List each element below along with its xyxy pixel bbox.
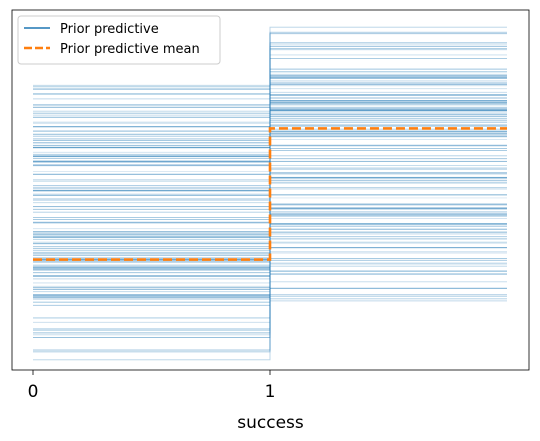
prior-predictive-draw <box>33 133 507 240</box>
prior-predictive-draw <box>33 100 507 271</box>
prior-predictive-draw <box>33 160 507 210</box>
legend-label-prior-predictive: Prior predictive <box>60 22 159 37</box>
prior-predictive-draw <box>33 164 507 206</box>
plot-frame <box>11 9 530 371</box>
prior-predictive-draw <box>33 99 507 271</box>
x-axis-label: success <box>237 413 304 433</box>
prior-predictive-draw <box>33 113 507 256</box>
prior-predictive-draw <box>33 130 507 243</box>
prior-predictive-draw <box>33 161 507 209</box>
x-tick-label: 1 <box>265 382 276 402</box>
prior-predictive-draw <box>33 82 507 290</box>
prior-predictive-draw <box>33 154 507 216</box>
prior-predictive-draw <box>33 113 507 256</box>
prior-predictive-draw <box>33 133 507 240</box>
prior-predictive-draw <box>33 102 507 269</box>
prior-predictive-draw <box>33 97 507 274</box>
prior-predictive-draw <box>33 130 507 244</box>
prior-predictive-draw <box>33 106 507 264</box>
prior-predictive-draw <box>33 104 507 266</box>
prior-predictive-draw <box>33 75 507 299</box>
prior-predictive-draw <box>33 88 507 284</box>
prior-predictive-draw <box>33 165 507 205</box>
prior-predictive-draw <box>33 91 507 280</box>
prior-predictive-draw <box>33 146 507 225</box>
prior-predictive-draw <box>33 84 507 289</box>
prior-predictive-draw <box>33 85 507 287</box>
prior-predictive-draw <box>33 94 507 277</box>
prior-predictive-draw <box>33 82 507 290</box>
prior-predictive-draw <box>33 147 507 225</box>
prior-predictive-draw <box>33 77 507 296</box>
prior-predictive-draw <box>33 93 507 277</box>
prior-predictive-draw <box>33 164 507 206</box>
prior-predictive-draw <box>33 112 507 265</box>
prior-predictive-draw <box>33 73 507 300</box>
prior-predictive-draw <box>33 68 507 306</box>
prior-predictive-draw <box>33 101 507 270</box>
prior-predictive-draw <box>33 71 507 303</box>
prior-predictive-mean-line <box>33 127 507 261</box>
prior-predictive-draw <box>33 117 507 252</box>
prior-predictive-draw <box>33 126 507 248</box>
prior-predictive-draw <box>33 76 507 297</box>
prior-predictive-draw <box>33 126 507 249</box>
prior-predictive-draw <box>33 77 507 296</box>
legend-box <box>17 15 221 65</box>
prior-predictive-draw <box>33 144 507 227</box>
prior-predictive-draw <box>33 113 507 264</box>
prior-predictive-draw <box>33 71 507 303</box>
prior-predictive-draw <box>33 139 507 233</box>
prior-predictive-draw <box>33 145 507 227</box>
prior-predictive-draw <box>33 76 507 297</box>
prior-predictive-draw <box>33 156 507 215</box>
prior-predictive-draw <box>33 170 507 199</box>
prior-predictive-draw <box>33 146 507 225</box>
prior-predictive-draw <box>33 161 507 209</box>
prior-predictive-draw <box>33 80 507 293</box>
prior-predictive-draw <box>33 135 507 238</box>
prior-predictive-draw <box>33 103 507 267</box>
prior-predictive-draw <box>33 173 507 196</box>
prior-predictive-draw <box>33 94 507 276</box>
prior-predictive-draw <box>33 122 507 253</box>
prior-predictive-draw <box>33 142 507 230</box>
prior-predictive-draw <box>33 157 507 213</box>
prior-predictive-draw <box>33 139 507 233</box>
prior-predictive-draw <box>33 108 507 262</box>
prior-predictive-draw <box>33 101 507 269</box>
prior-predictive-draw <box>33 107 507 263</box>
prior-predictive-draw <box>33 84 507 288</box>
prior-predictive-draw <box>33 151 507 220</box>
prior-predictive-draw <box>33 142 507 230</box>
prior-predictive-draw <box>33 102 507 268</box>
prior-predictive-draw <box>33 115 507 254</box>
prior-predictive-draw <box>33 161 507 209</box>
prior-predictive-draw <box>33 58 507 319</box>
prior-predictive-draw <box>33 153 507 217</box>
prior-predictive-mean-step <box>33 127 507 261</box>
prior-predictive-draw <box>33 138 507 235</box>
prior-predictive-draw <box>33 173 507 196</box>
legend: Prior predictive Prior predictive mean <box>17 15 221 65</box>
prior-predictive-draw <box>33 121 507 254</box>
prior-predictive-draw <box>33 155 507 215</box>
prior-predictive-draw <box>33 102 507 268</box>
prior-predictive-draw <box>33 115 507 261</box>
prior-predictive-draw <box>33 77 507 296</box>
prior-predictive-draw <box>33 147 507 225</box>
prior-predictive-draw <box>33 115 507 254</box>
prior-predictive-draw <box>33 117 507 260</box>
x-tick-label: 0 <box>28 382 39 402</box>
prior-predictive-draw <box>33 111 507 258</box>
prior-predictive-draw <box>33 75 507 298</box>
legend-label-prior-predictive-mean: Prior predictive mean <box>60 42 200 57</box>
prior-predictive-draw <box>33 155 507 215</box>
